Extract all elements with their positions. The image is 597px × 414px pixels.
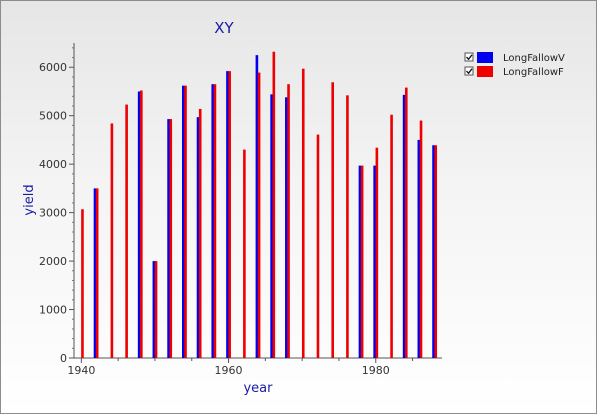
- check-icon: [466, 54, 473, 61]
- bar-LongFallowF-1976: [346, 95, 349, 358]
- legend-checkbox[interactable]: [464, 52, 474, 62]
- bar-LongFallowV-1980: [373, 165, 376, 358]
- x-axis-label: year: [243, 381, 273, 396]
- legend-swatch: [477, 66, 493, 77]
- y-tick-label: 5000: [39, 110, 67, 123]
- y-tick-label: 6000: [39, 61, 67, 74]
- bar-LongFallowF-1964: [257, 72, 261, 358]
- bar-LongFallowF-1940: [81, 209, 84, 358]
- bar-LongFallowF-1982: [390, 114, 393, 358]
- bar-LongFallowF-1962: [243, 149, 246, 358]
- bar-LongFallowF-1984: [405, 87, 408, 358]
- legend[interactable]: LongFallowV LongFallowF: [464, 52, 565, 78]
- bar-LongFallowF-1954: [184, 85, 187, 359]
- bar-LongFallowV-1964: [255, 55, 259, 359]
- bar-LongFallowF-1972: [316, 134, 320, 358]
- bar-LongFallowV-1988: [432, 145, 435, 358]
- chart-title: XY: [214, 19, 234, 37]
- bar-LongFallowV-1986: [417, 139, 421, 358]
- bar-LongFallowF-1970: [301, 68, 305, 359]
- bar-LongFallowV-1960: [226, 71, 229, 359]
- bar-LongFallowV-1984: [402, 94, 406, 358]
- bar-LongFallowF-1952: [169, 119, 173, 358]
- bar-LongFallowF-1974: [331, 82, 334, 358]
- legend-label: LongFallowV: [503, 53, 565, 64]
- y-tick-label: 2000: [39, 255, 67, 268]
- bar-LongFallowF-1946: [125, 104, 128, 358]
- bar-LongFallowV-1958: [211, 84, 215, 358]
- bar-LongFallowF-1948: [140, 90, 143, 359]
- bar-LongFallowF-1958: [213, 84, 217, 358]
- y-tick-label: 1000: [39, 304, 67, 317]
- axes: 0 1000 2000 3000 4000 5000 6000 1940 1960 1980: [39, 43, 442, 377]
- legend-swatch: [477, 52, 493, 63]
- y-tick-label: 0: [60, 352, 67, 365]
- x-tick-label: 1960: [215, 364, 243, 377]
- bar-LongFallowF-1950: [154, 261, 158, 358]
- bar-LongFallowF-1980: [375, 147, 379, 358]
- check-icon: [466, 68, 473, 75]
- bar-LongFallowV-1978: [358, 165, 362, 358]
- bar-LongFallowF-1942: [95, 188, 99, 358]
- bar-LongFallowF-1978: [360, 165, 364, 358]
- legend-checkbox[interactable]: [464, 66, 474, 76]
- bars: [81, 51, 438, 359]
- bar-LongFallowF-1988: [434, 145, 438, 358]
- legend-label: LongFallowF: [503, 67, 564, 78]
- x-tick-label: 1940: [67, 364, 95, 377]
- bar-LongFallowV-1950: [152, 261, 156, 358]
- bar-LongFallowV-1948: [137, 91, 141, 359]
- bar-LongFallowF-1944: [110, 123, 114, 358]
- bar-LongFallowF-1968: [287, 84, 290, 358]
- y-axis-label: yield: [22, 184, 37, 215]
- bar-LongFallowV-1966: [270, 94, 273, 359]
- bar-LongFallowF-1966: [272, 51, 276, 358]
- bar-LongFallowV-1956: [196, 117, 200, 359]
- bar-LongFallowV-1968: [285, 97, 288, 358]
- y-tick-label: 4000: [39, 158, 67, 171]
- bar-LongFallowF-1986: [419, 120, 423, 358]
- bar-LongFallowV-1942: [93, 188, 97, 358]
- x-tick-label: 1980: [362, 364, 390, 377]
- y-tick-label: 3000: [39, 207, 67, 220]
- bar-LongFallowF-1956: [198, 108, 202, 358]
- bar-LongFallowV-1952: [167, 119, 170, 358]
- bar-LongFallowV-1954: [182, 85, 185, 359]
- bar-LongFallowF-1960: [228, 71, 231, 359]
